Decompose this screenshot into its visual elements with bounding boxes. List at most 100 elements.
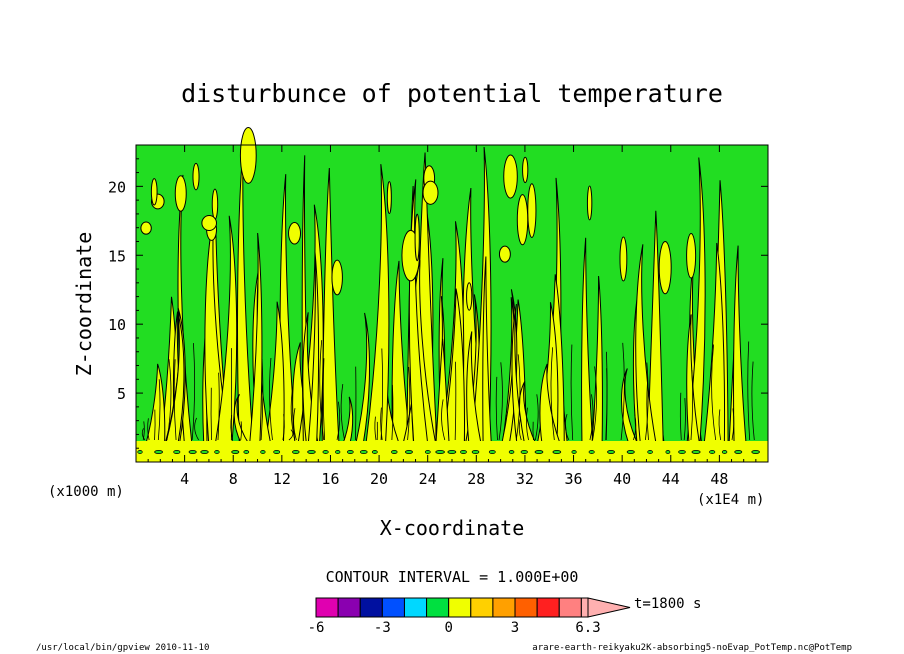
- contour-line: [147, 418, 150, 441]
- surface-spot: [471, 450, 480, 454]
- positive-cell: [331, 259, 343, 296]
- contour-line: [288, 429, 294, 441]
- contour-line: [570, 344, 574, 441]
- positive-cell: [239, 127, 257, 184]
- contour-line: [293, 408, 297, 441]
- surface-spot: [260, 450, 266, 454]
- contour-line: [589, 394, 594, 441]
- colorbar-tick-label: 6.3: [575, 620, 600, 636]
- colorbar-cell: [492, 597, 516, 618]
- colorbar-cell: [514, 597, 538, 618]
- positive-disturbance-regions: [140, 127, 747, 445]
- positive-region: [482, 256, 492, 445]
- positive-region: [233, 393, 250, 445]
- positive-region: [686, 157, 706, 445]
- contour-interval-label: CONTOUR INTERVAL = 1.000E+00: [326, 568, 579, 586]
- contour-line: [260, 358, 264, 441]
- positive-cell: [150, 178, 158, 206]
- surface-contour-spots: [137, 450, 760, 454]
- contour-line: [550, 347, 555, 441]
- footer-left: /usr/local/bin/gpview 2010-11-10: [36, 643, 209, 653]
- positive-cell: [174, 175, 187, 212]
- positive-region: [165, 312, 185, 445]
- positive-region: [466, 331, 482, 445]
- contour-line: [454, 361, 457, 441]
- contour-line: [380, 348, 384, 441]
- surface-spot: [214, 450, 220, 454]
- contour-line: [173, 359, 177, 441]
- positive-cell: [503, 154, 518, 199]
- positive-cell: [498, 245, 511, 263]
- colorbar-cell: [470, 597, 494, 618]
- contour-line: [633, 414, 637, 441]
- positive-cell: [386, 181, 392, 214]
- contour-line: [336, 401, 341, 441]
- positive-region: [365, 164, 390, 445]
- contour-line: [498, 362, 503, 441]
- positive-region: [264, 301, 285, 445]
- positive-cell: [192, 162, 200, 191]
- surface-spot: [404, 450, 413, 454]
- contour-lines: [141, 340, 755, 441]
- positive-region: [733, 245, 747, 445]
- surface-spot: [137, 450, 143, 454]
- colorbar-cell: [426, 597, 450, 618]
- positive-cell: [201, 215, 217, 231]
- positive-cell: [516, 194, 529, 246]
- positive-region: [581, 237, 594, 445]
- contour-line: [679, 392, 682, 441]
- surface-spot: [273, 450, 281, 454]
- positive-region: [321, 167, 340, 445]
- surface-spot: [534, 450, 544, 454]
- positive-region: [539, 363, 561, 445]
- surface-spot: [647, 450, 653, 454]
- colorbar-cell: [558, 597, 582, 618]
- surface-spot: [292, 450, 300, 454]
- positive-cell: [140, 221, 152, 235]
- colorbar-cell: [580, 597, 589, 618]
- x-tick-label: 32: [516, 470, 534, 488]
- x-tick-label: 12: [273, 470, 291, 488]
- surface-spot: [460, 450, 467, 454]
- positive-cell: [527, 183, 537, 238]
- contour-line: [683, 398, 686, 441]
- contour-line: [142, 421, 145, 441]
- positive-cell: [414, 213, 420, 262]
- surface-spot: [435, 450, 445, 454]
- surface-spot: [424, 450, 431, 454]
- colorbar-cell: [536, 597, 560, 618]
- surface-spot: [188, 450, 197, 454]
- x-axis: 4 8 12 16 20 24 28 32 36 40 44 48: [147, 145, 757, 488]
- x-tick-label: 40: [613, 470, 631, 488]
- x-tick-label: 4: [180, 470, 189, 488]
- positive-cell: [211, 188, 219, 220]
- colorbar-tick-label: 3: [511, 620, 519, 636]
- surface-spot: [751, 450, 760, 454]
- positive-region: [621, 368, 639, 445]
- contour-line: [646, 379, 649, 441]
- colorbar-cell: [448, 597, 472, 618]
- contour-line: [157, 379, 161, 441]
- contour-line: [605, 368, 608, 441]
- contour-line: [564, 413, 570, 441]
- positive-cell: [288, 222, 302, 245]
- contour-line: [290, 386, 296, 441]
- positive-region: [307, 251, 320, 445]
- contour-line: [240, 421, 242, 441]
- contour-line: [518, 419, 522, 441]
- x-tick-label: 20: [370, 470, 388, 488]
- positive-region: [703, 242, 726, 445]
- surface-spot: [200, 450, 209, 454]
- surface-spot: [447, 450, 457, 454]
- positive-cell: [619, 236, 628, 282]
- y-tick-label: 10: [108, 316, 126, 334]
- positive-region: [342, 396, 354, 445]
- surface-spot: [508, 450, 515, 454]
- y-tick-label: 5: [117, 385, 126, 403]
- contour-line: [154, 409, 156, 441]
- surface-spot: [231, 450, 240, 454]
- colorbar-tick-label: -3: [374, 620, 391, 636]
- colorbar: -6 -3 0 3 6.3: [308, 597, 631, 636]
- contour-line: [495, 376, 498, 441]
- contour-line: [690, 370, 694, 441]
